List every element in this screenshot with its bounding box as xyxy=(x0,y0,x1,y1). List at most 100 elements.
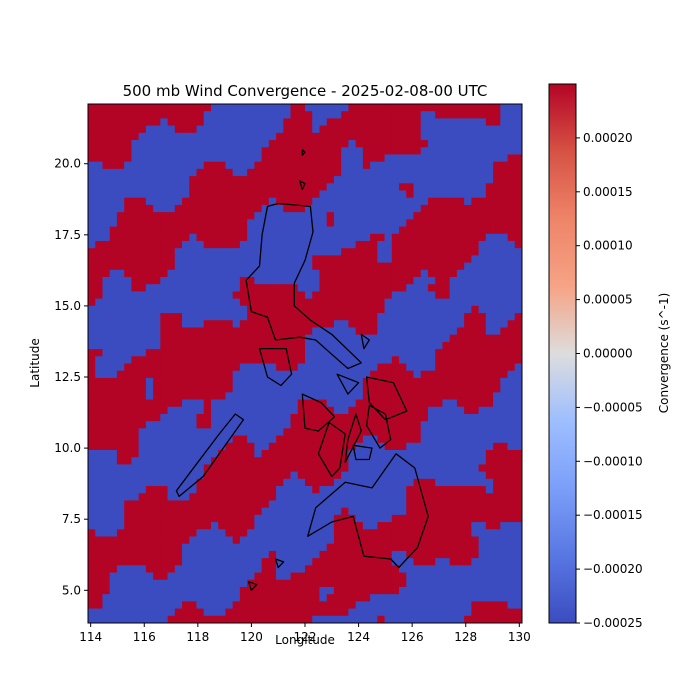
heatmap-cell xyxy=(218,529,226,537)
heatmap-cell xyxy=(355,471,364,480)
heatmap-cell xyxy=(427,111,436,119)
heatmap-cell xyxy=(189,248,197,256)
heatmap-cell xyxy=(435,507,443,516)
heatmap-cell xyxy=(370,363,378,372)
heatmap-cell xyxy=(102,212,111,220)
heatmap-cell xyxy=(427,327,436,336)
heatmap-cell xyxy=(370,586,378,595)
heatmap-cell xyxy=(232,240,241,249)
heatmap-cell xyxy=(239,356,248,364)
heatmap-cell xyxy=(239,392,248,400)
heatmap-cell xyxy=(116,349,125,357)
heatmap-cell xyxy=(239,529,248,537)
heatmap-cell xyxy=(319,514,328,523)
heatmap-cell xyxy=(348,255,357,263)
heatmap-cell xyxy=(442,212,451,220)
heatmap-cell xyxy=(326,341,335,350)
heatmap-cell xyxy=(341,320,349,328)
heatmap-cell xyxy=(203,132,212,141)
heatmap-cell xyxy=(145,118,154,127)
heatmap-cell xyxy=(153,313,161,321)
heatmap-cell xyxy=(268,204,277,213)
heatmap-cell xyxy=(225,255,234,263)
heatmap-cell xyxy=(254,500,262,509)
heatmap-cell xyxy=(239,212,248,220)
heatmap-cell xyxy=(145,111,154,119)
heatmap-cell xyxy=(362,514,371,523)
heatmap-cell xyxy=(116,277,125,285)
heatmap-cell xyxy=(109,104,118,112)
heatmap-cell xyxy=(471,341,479,350)
heatmap-cell xyxy=(464,320,472,328)
heatmap-cell xyxy=(95,615,103,623)
heatmap-cell xyxy=(268,313,277,321)
heatmap-cell xyxy=(333,413,342,422)
heatmap-cell xyxy=(88,471,96,480)
heatmap-cell xyxy=(138,428,147,436)
heatmap-cell xyxy=(239,320,248,328)
heatmap-cell xyxy=(326,204,335,213)
heatmap-cell xyxy=(182,442,190,451)
heatmap-cell xyxy=(305,341,313,350)
heatmap-cell xyxy=(247,579,255,588)
heatmap-cell xyxy=(326,377,335,386)
heatmap-cell xyxy=(442,565,451,573)
heatmap-cell xyxy=(109,255,118,263)
heatmap-cell xyxy=(182,471,190,480)
heatmap-cell xyxy=(449,572,458,581)
heatmap-cell xyxy=(449,147,458,155)
heatmap-cell xyxy=(507,204,516,213)
heatmap-cell xyxy=(377,601,385,609)
heatmap-cell xyxy=(124,305,132,314)
heatmap-cell xyxy=(449,305,458,314)
heatmap-cell xyxy=(131,493,140,501)
heatmap-cell xyxy=(102,190,111,199)
heatmap-cell xyxy=(290,385,299,393)
heatmap-cell xyxy=(261,428,270,436)
heatmap-cell xyxy=(391,291,400,300)
heatmap-cell xyxy=(427,269,436,278)
heatmap-cell xyxy=(319,262,328,271)
heatmap-cell xyxy=(478,529,487,537)
heatmap-cell xyxy=(109,536,118,545)
heatmap-cell xyxy=(384,111,393,119)
heatmap-cell xyxy=(232,413,241,422)
heatmap-cell xyxy=(261,536,270,545)
heatmap-cell xyxy=(131,219,140,227)
heatmap-cell xyxy=(174,349,183,357)
heatmap-cell xyxy=(305,125,313,134)
heatmap-cell xyxy=(384,240,393,249)
heatmap-cell xyxy=(261,478,270,487)
heatmap-cell xyxy=(174,471,183,480)
heatmap-cell xyxy=(297,507,306,516)
heatmap-cell xyxy=(442,608,451,617)
heatmap-cell xyxy=(232,594,241,602)
heatmap-cell xyxy=(427,154,436,163)
heatmap-cell xyxy=(471,594,479,602)
heatmap-cell xyxy=(384,349,393,357)
heatmap-cell xyxy=(500,522,508,530)
heatmap-cell xyxy=(333,601,342,609)
heatmap-cell xyxy=(88,320,96,328)
heatmap-cell xyxy=(427,183,436,191)
heatmap-cell xyxy=(189,140,197,148)
heatmap-cell xyxy=(341,377,349,386)
heatmap-cell xyxy=(399,356,407,364)
heatmap-cell xyxy=(485,493,494,501)
heatmap-cell xyxy=(145,104,154,112)
heatmap-cell xyxy=(182,529,190,537)
heatmap-cell xyxy=(362,565,371,573)
heatmap-cell xyxy=(290,493,299,501)
heatmap-cell xyxy=(442,421,451,429)
heatmap-cell xyxy=(362,464,371,473)
heatmap-cell xyxy=(247,132,255,141)
heatmap-cell xyxy=(276,493,284,501)
heatmap-cell xyxy=(102,313,111,321)
heatmap-cell xyxy=(145,370,154,379)
heatmap-cell xyxy=(276,140,284,148)
heatmap-cell xyxy=(355,493,364,501)
heatmap-cell xyxy=(370,226,378,235)
heatmap-cell xyxy=(225,168,234,177)
heatmap-cell xyxy=(435,255,443,263)
heatmap-cell xyxy=(138,262,147,271)
